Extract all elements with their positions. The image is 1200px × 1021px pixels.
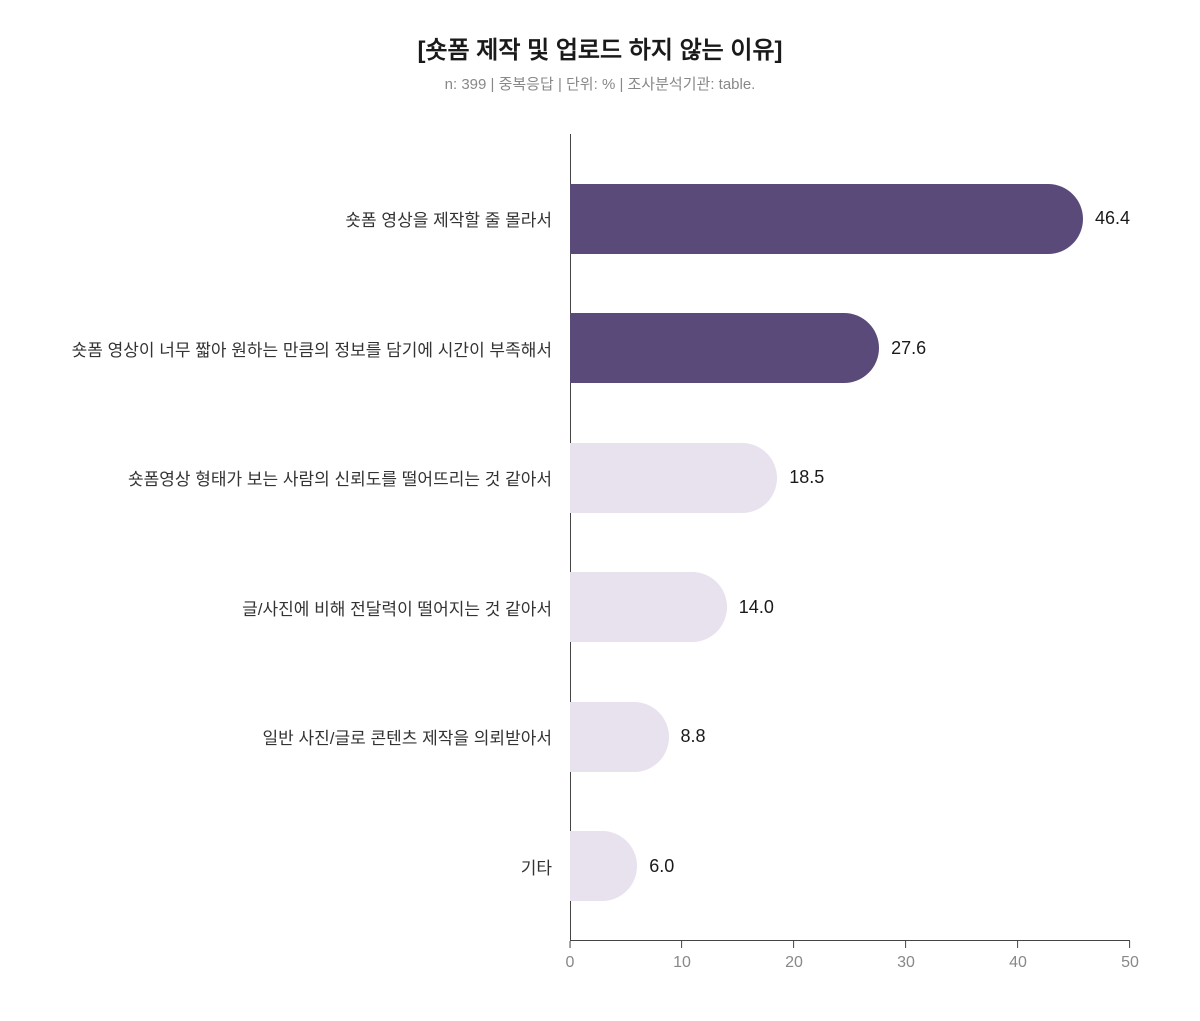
bar-category-label: 글/사진에 비해 전달력이 떨어지는 것 같아서 [60,595,570,620]
y-axis-line [570,134,571,941]
bar [570,831,637,901]
x-tick: 20 [785,941,803,972]
bar-category-label: 기타 [60,854,570,879]
bar-track: 46.4 [570,184,1130,254]
bar-value-label: 27.6 [891,338,926,359]
bar-row: 숏폼 영상이 너무 짧아 원하는 만큼의 정보를 담기에 시간이 부족해서 27.… [60,313,1140,383]
x-tick-label: 10 [673,954,691,972]
bar-value-label: 46.4 [1095,208,1130,229]
x-tick: 0 [566,941,575,972]
x-axis-ticks: 01020304050 [570,941,1130,981]
bar-track: 14.0 [570,572,1130,642]
x-tick-label: 20 [785,954,803,972]
bar [570,572,727,642]
bar-row: 일반 사진/글로 콘텐츠 제작을 의뢰받아서 8.8 [60,702,1140,772]
x-tick: 30 [897,941,915,972]
bar [570,313,879,383]
bar-value-label: 14.0 [739,597,774,618]
x-tick-mark [1017,941,1018,948]
bar [570,184,1083,254]
x-tick-label: 30 [897,954,915,972]
bar-value-label: 6.0 [649,856,674,877]
bar-value-label: 8.8 [681,726,706,747]
bar-row: 숏폼영상 형태가 보는 사람의 신뢰도를 떨어뜨리는 것 같아서 18.5 [60,443,1140,513]
chart-container: [숏폼 제작 및 업로드 하지 않는 이유] n: 399 | 중복응답 | 단… [0,0,1200,1021]
x-tick-label: 0 [566,954,575,972]
x-tick-mark [570,941,571,948]
x-tick-mark [681,941,682,948]
bar-track: 27.6 [570,313,1130,383]
bar-category-label: 일반 사진/글로 콘텐츠 제작을 의뢰받아서 [60,724,570,749]
x-tick: 50 [1121,941,1139,972]
bar [570,702,669,772]
x-tick-label: 40 [1009,954,1027,972]
x-tick: 10 [673,941,691,972]
bar-value-label: 18.5 [789,467,824,488]
bar-track: 6.0 [570,831,1130,901]
bar-row: 글/사진에 비해 전달력이 떨어지는 것 같아서 14.0 [60,572,1140,642]
bar-row: 숏폼 영상을 제작할 줄 몰라서 46.4 [60,184,1140,254]
bar-category-label: 숏폼 영상이 너무 짧아 원하는 만큼의 정보를 담기에 시간이 부족해서 [60,336,570,361]
bar-row: 기타 6.0 [60,831,1140,901]
bar-category-label: 숏폼 영상을 제작할 줄 몰라서 [60,206,570,231]
plot-area: 숏폼 영상을 제작할 줄 몰라서 46.4 숏폼 영상이 너무 짧아 원하는 만큼의… [60,134,1140,981]
x-tick-mark [1129,941,1130,948]
bar-category-label: 숏폼영상 형태가 보는 사람의 신뢰도를 떨어뜨리는 것 같아서 [60,465,570,490]
bar [570,443,777,513]
chart-subtitle: n: 399 | 중복응답 | 단위: % | 조사분석기관: table. [60,73,1140,94]
x-tick-mark [905,941,906,948]
x-tick: 40 [1009,941,1027,972]
bars-area: 숏폼 영상을 제작할 줄 몰라서 46.4 숏폼 영상이 너무 짧아 원하는 만큼의… [60,134,1140,941]
bar-track: 18.5 [570,443,1130,513]
chart-title: [숏폼 제작 및 업로드 하지 않는 이유] [60,30,1140,65]
x-tick-mark [793,941,794,948]
x-tick-label: 50 [1121,954,1139,972]
bar-track: 8.8 [570,702,1130,772]
